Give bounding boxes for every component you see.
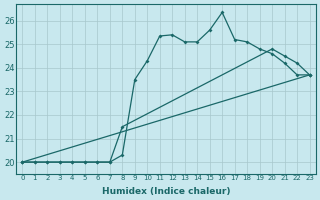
X-axis label: Humidex (Indice chaleur): Humidex (Indice chaleur) — [102, 187, 230, 196]
